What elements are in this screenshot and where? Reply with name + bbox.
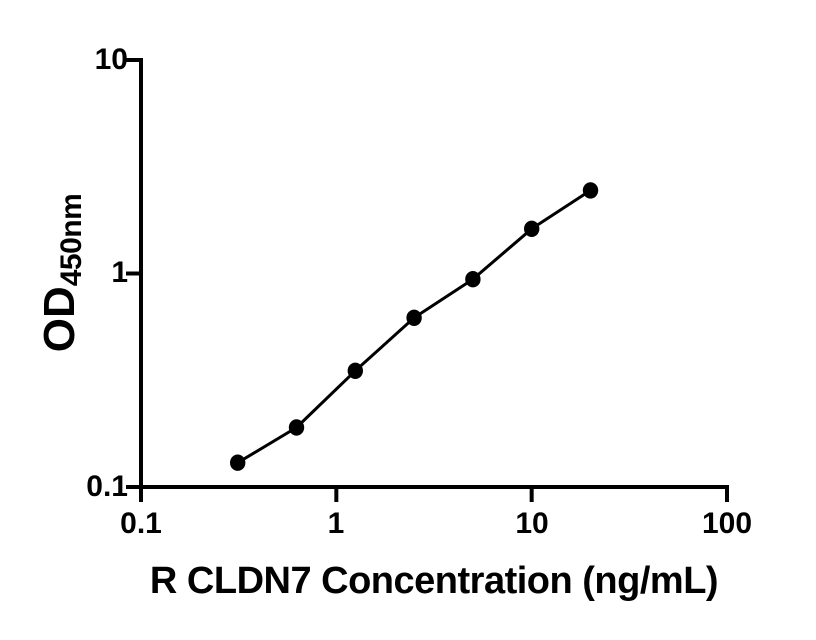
data-point (582, 182, 599, 199)
y-tick-label-10: 10 (94, 43, 128, 76)
data-point (347, 362, 363, 379)
y-axis-title-main: OD (35, 286, 84, 353)
x-tick-label-0-1: 0.1 (120, 507, 162, 540)
x-tick-label-10: 10 (515, 507, 549, 540)
data-point (465, 271, 481, 288)
y-tick-label-0-1: 0.1 (86, 470, 128, 503)
x-axis-title: R CLDN7 Concentration (ng/mL) (149, 560, 719, 602)
data-point (406, 309, 422, 326)
y-axis-title-subscript: 450nm (55, 193, 88, 287)
data-point (230, 454, 246, 471)
y-axis-title: OD450nm (35, 194, 89, 353)
data-point (288, 419, 305, 436)
y-tick-label-1: 1 (111, 256, 128, 289)
x-tick-label-1: 1 (327, 507, 345, 540)
data-point (524, 220, 540, 237)
x-tick-label-100: 100 (701, 507, 753, 540)
